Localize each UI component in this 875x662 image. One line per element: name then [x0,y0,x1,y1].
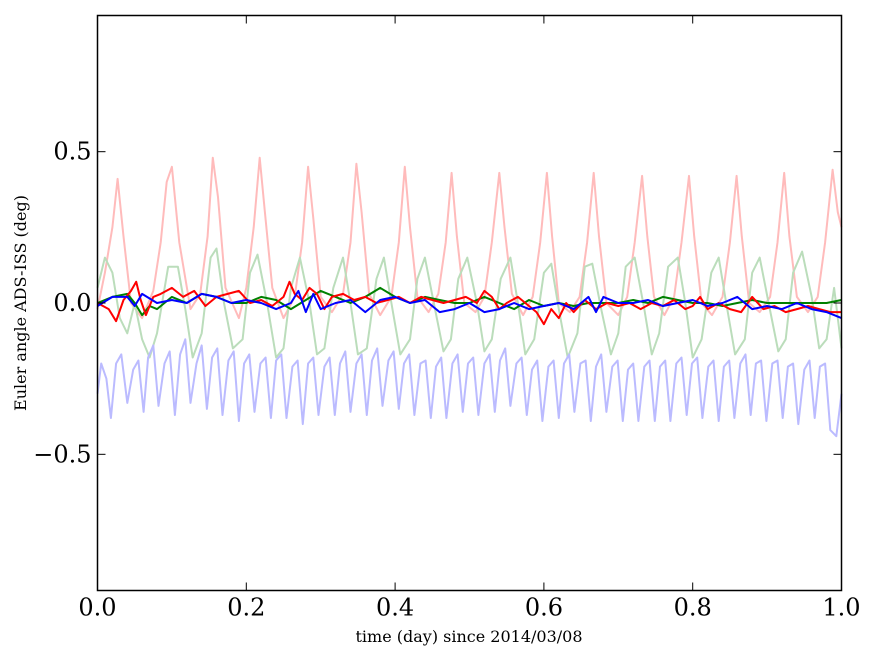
series-line-5 [97,280,842,326]
plot-frame [96,14,843,592]
series-line-3 [96,338,843,438]
x-tick-label-4: 0.8 [674,594,712,622]
y-tick-label-2: 0.5 [53,138,91,166]
series-layer [96,156,843,438]
x-tick-label-5: 1.0 [822,594,860,622]
series-line-2 [96,247,843,359]
y-tick-label-1: 0.0 [53,289,91,317]
series-line-6 [96,289,842,320]
y-tick-label-0: −0.5 [33,440,91,468]
x-axis-label: time (day) since 2014/03/08 [355,627,582,646]
tick-layer: 0.0 0.2 0.4 0.6 0.8 1.0 −0.5 0.0 0.5 [33,15,861,622]
x-tick-label-3: 0.6 [525,594,563,622]
x-tick-label-1: 0.2 [227,594,265,622]
x-tick-label-0: 0.0 [78,594,116,622]
y-axis-label: Euler angle ADS-ISS (deg) [11,195,30,411]
x-tick-label-2: 0.4 [376,594,414,622]
